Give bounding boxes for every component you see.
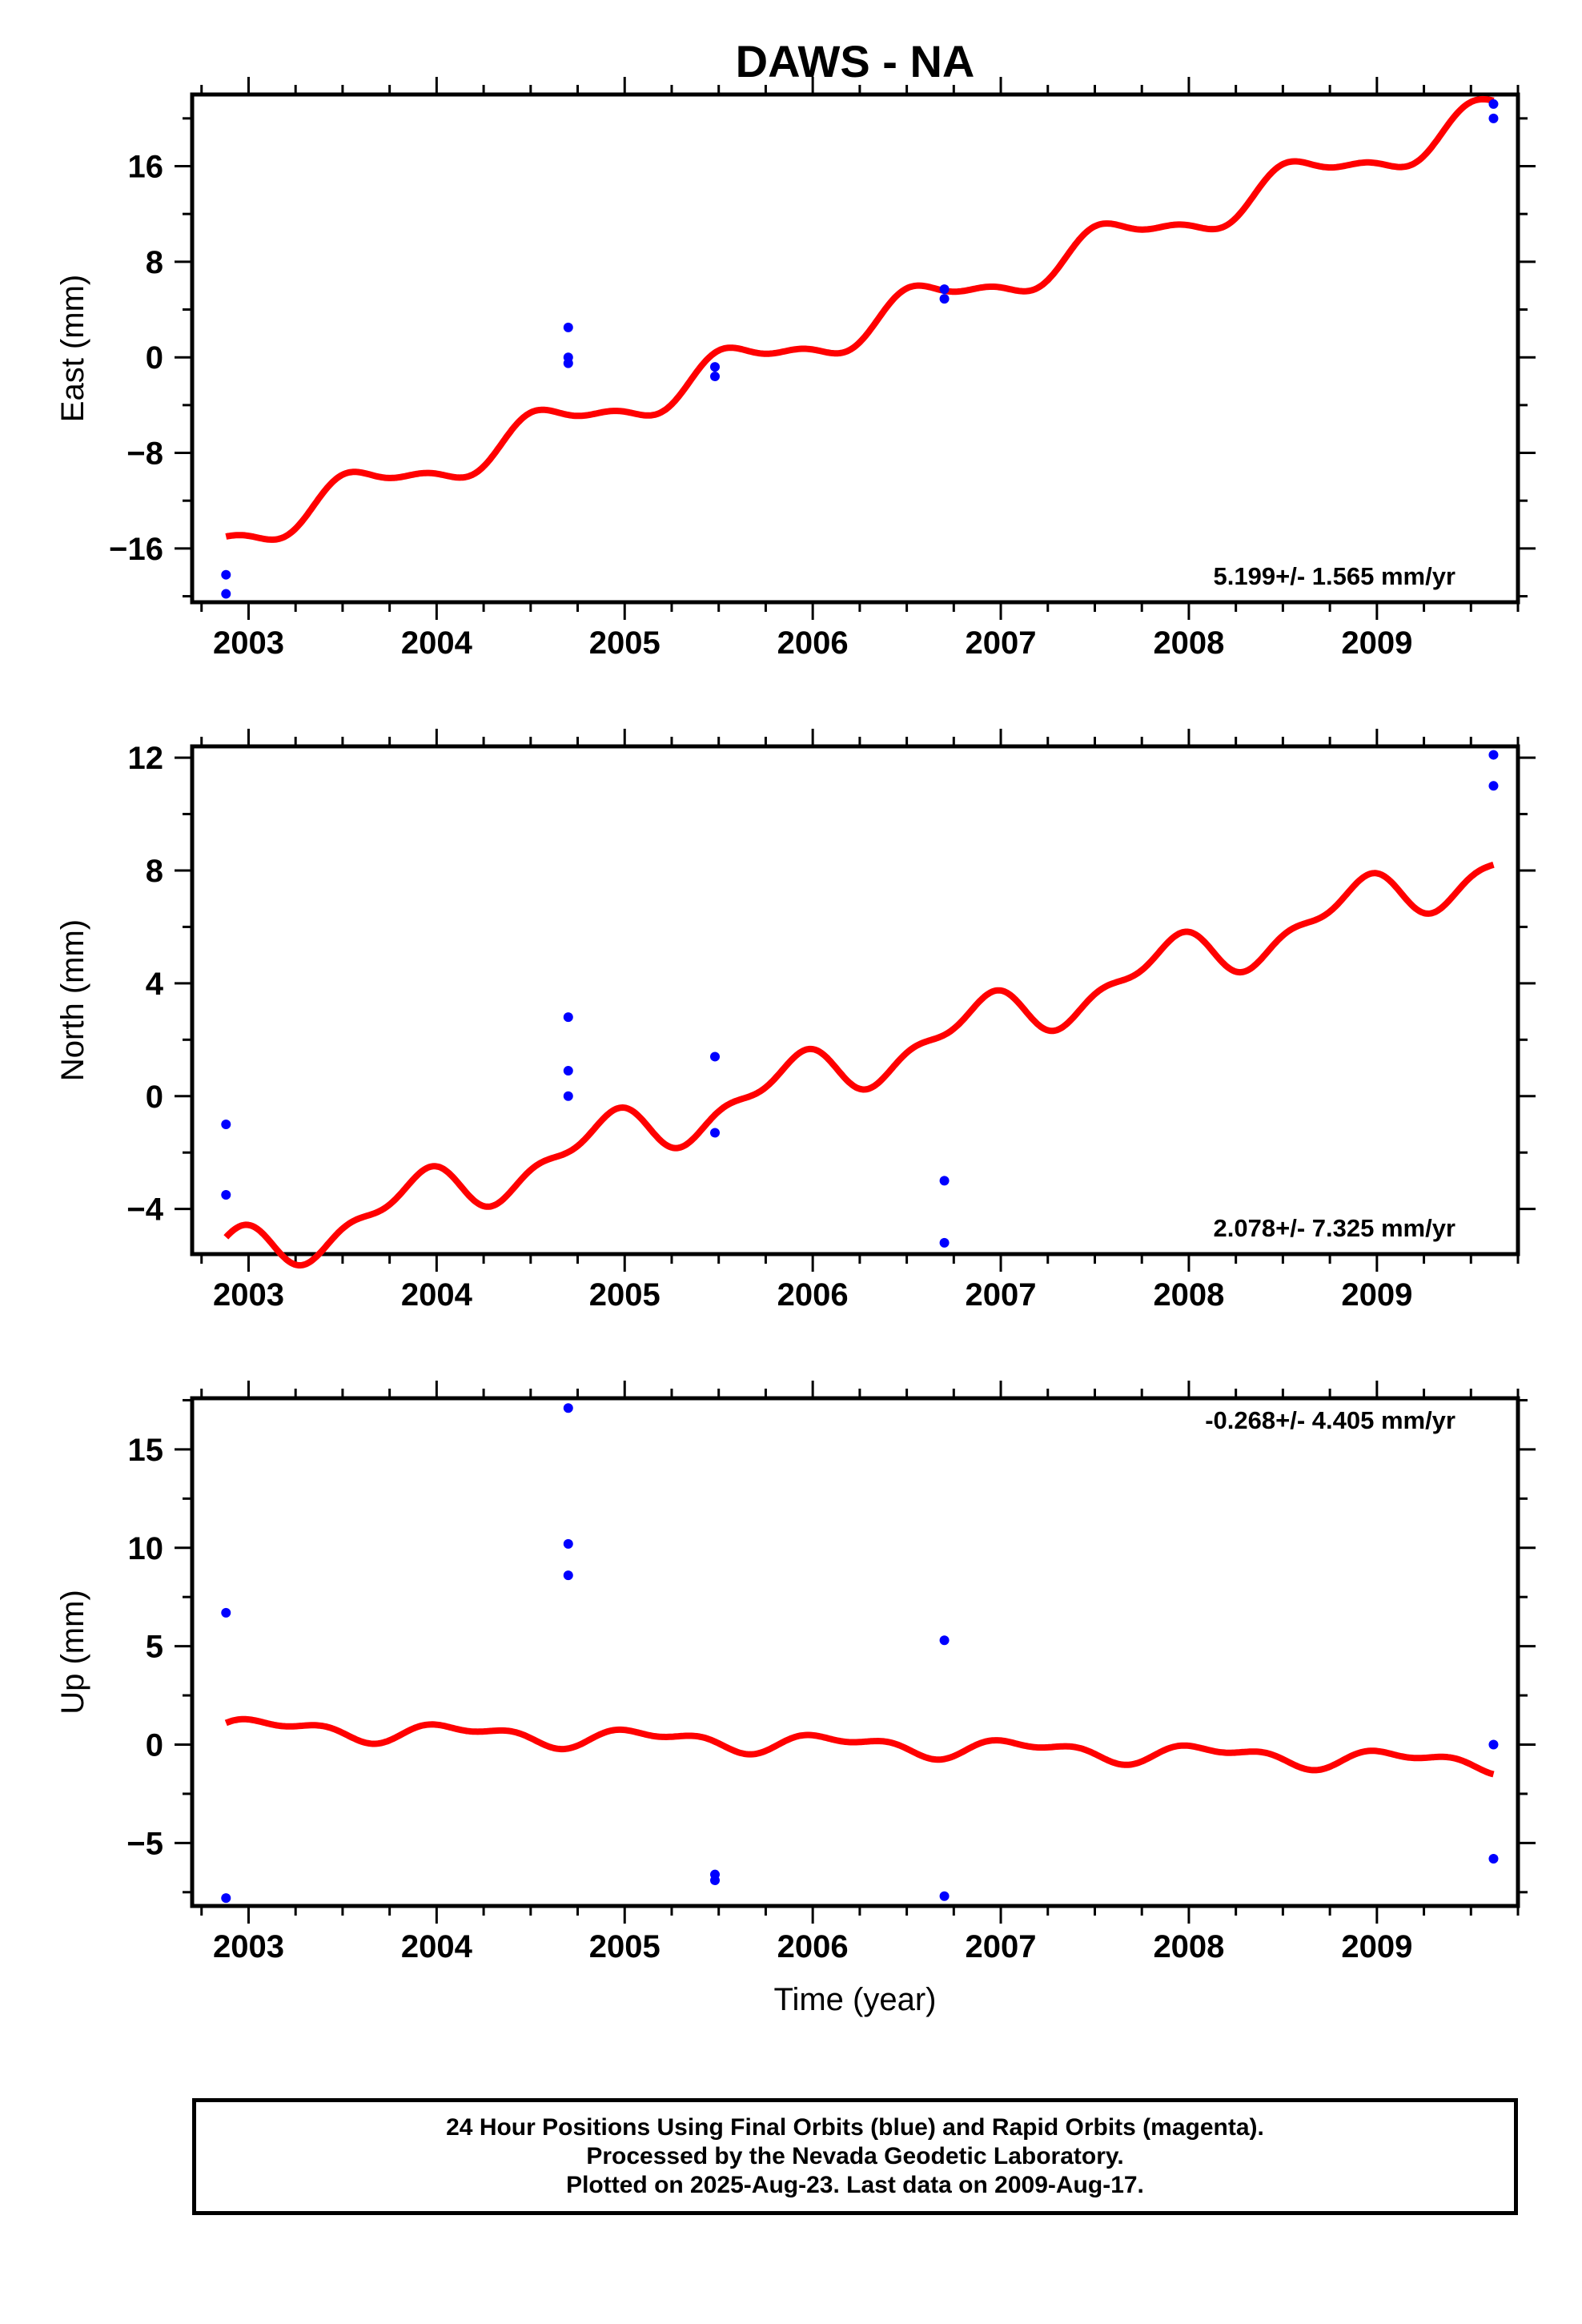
x-tick-label: 2008	[1153, 625, 1224, 661]
y-tick-label: −5	[126, 1826, 163, 1861]
x-tick-label: 2003	[213, 1277, 284, 1313]
data-point	[939, 1891, 950, 1901]
x-tick-label: 2004	[401, 625, 473, 661]
panel-north: 2003 2004 2005 2006 2007 2008 2009 −4 0 4 8 12 North…	[55, 729, 1536, 1313]
panels-group: 2003 2004 2005 2006 2007 2008 2009 −16 −8 0 8 16 Eas…	[55, 77, 1536, 1964]
y-tick-label: 16	[128, 150, 164, 185]
x-tick-label: 2009	[1341, 625, 1412, 661]
data-point	[1488, 1739, 1499, 1750]
data-point	[710, 1128, 721, 1138]
rate-label: -0.268+/- 4.405 mm/yr	[1205, 1406, 1456, 1434]
data-point	[221, 1893, 231, 1904]
x-tick-label: 2009	[1341, 1277, 1412, 1313]
caption-line-2: Processed by the Nevada Geodetic Laborat…	[586, 2143, 1124, 2169]
y-tick-label: −8	[126, 436, 163, 472]
y-tick-label: 8	[146, 245, 163, 280]
y-tick-label: −16	[109, 532, 163, 567]
x-axis-label: Time (year)	[774, 1982, 937, 2017]
data-point	[1488, 781, 1499, 791]
caption-box: 24 Hour Positions Using Final Orbits (bl…	[192, 2098, 1518, 2215]
model-curve	[224, 1715, 1496, 1778]
y-tick-label: 5	[146, 1630, 163, 1665]
data-point	[710, 1051, 721, 1062]
caption-line-3: Plotted on 2025-Aug-23. Last data on 200…	[566, 2172, 1144, 2198]
x-tick-label: 2008	[1153, 1929, 1224, 1964]
y-tick-label: 12	[128, 741, 164, 776]
plot-frame	[190, 744, 1520, 1256]
x-tick-label: 2005	[589, 1277, 661, 1313]
y-axis-label: Up (mm)	[55, 1590, 90, 1715]
data-point	[221, 569, 231, 580]
data-point	[563, 1570, 573, 1581]
x-tick-label: 2005	[589, 1929, 661, 1964]
data-point	[563, 1066, 573, 1076]
x-tick-label: 2007	[966, 625, 1037, 661]
panel-east: 2003 2004 2005 2006 2007 2008 2009 −16 −8 0 8 16 Eas…	[55, 77, 1536, 661]
y-tick-label: 8	[146, 854, 163, 889]
x-tick-label: 2003	[213, 1929, 284, 1964]
data-point	[710, 1876, 721, 1886]
data-point	[563, 358, 573, 368]
rate-label: 2.078+/- 7.325 mm/yr	[1214, 1214, 1456, 1242]
panel-up: 2003 2004 2005 2006 2007 2008 2009 −5 0 5 10 15 Up (…	[55, 1381, 1536, 1964]
x-tick-label: 2006	[777, 625, 849, 661]
data-point	[221, 1190, 231, 1200]
x-tick-label: 2003	[213, 625, 284, 661]
data-point	[1488, 113, 1499, 123]
data-point	[563, 1538, 573, 1549]
caption-line-1: 24 Hour Positions Using Final Orbits (bl…	[446, 2114, 1264, 2141]
y-tick-label: 0	[146, 340, 163, 376]
y-tick-label: 0	[146, 1727, 163, 1763]
data-point	[939, 1635, 950, 1646]
data-point	[221, 1607, 231, 1618]
x-tick-label: 2005	[589, 625, 661, 661]
y-tick-label: 10	[128, 1531, 164, 1566]
x-tick-label: 2004	[401, 1277, 473, 1313]
data-point	[710, 362, 721, 372]
y-tick-label: 4	[146, 967, 164, 1002]
y-tick-label: −4	[126, 1192, 163, 1228]
x-tick-label: 2007	[966, 1277, 1037, 1313]
data-point	[939, 284, 950, 295]
data-point	[221, 1119, 231, 1129]
x-tick-label: 2008	[1153, 1277, 1224, 1313]
x-tick-label: 2009	[1341, 1929, 1412, 1964]
rate-label: 5.199+/- 1.565 mm/yr	[1214, 562, 1456, 590]
y-axis-label: North (mm)	[55, 919, 90, 1081]
x-tick-label: 2007	[966, 1929, 1037, 1964]
data-point	[939, 1176, 950, 1186]
y-tick-label: 15	[128, 1433, 164, 1468]
data-point	[939, 294, 950, 304]
data-point	[1488, 99, 1499, 109]
y-axis-label: East (mm)	[55, 275, 90, 422]
data-point	[1488, 750, 1499, 760]
y-tick-label: 0	[146, 1080, 163, 1115]
data-point	[563, 1091, 573, 1101]
x-tick-label: 2006	[777, 1929, 849, 1964]
model-curve	[223, 861, 1496, 1269]
data-point	[1488, 1854, 1499, 1864]
data-point	[563, 1403, 573, 1413]
data-point	[221, 589, 231, 599]
data-point	[710, 372, 721, 382]
data-point	[563, 322, 573, 332]
x-tick-label: 2006	[777, 1277, 849, 1313]
data-point	[939, 1237, 950, 1248]
chart-title: DAWS - NA	[736, 36, 975, 86]
x-tick-label: 2004	[401, 1929, 473, 1964]
plot-frame	[190, 1396, 1520, 1908]
model-curve	[224, 95, 1496, 543]
plot-frame	[190, 92, 1520, 605]
data-point	[563, 1012, 573, 1023]
